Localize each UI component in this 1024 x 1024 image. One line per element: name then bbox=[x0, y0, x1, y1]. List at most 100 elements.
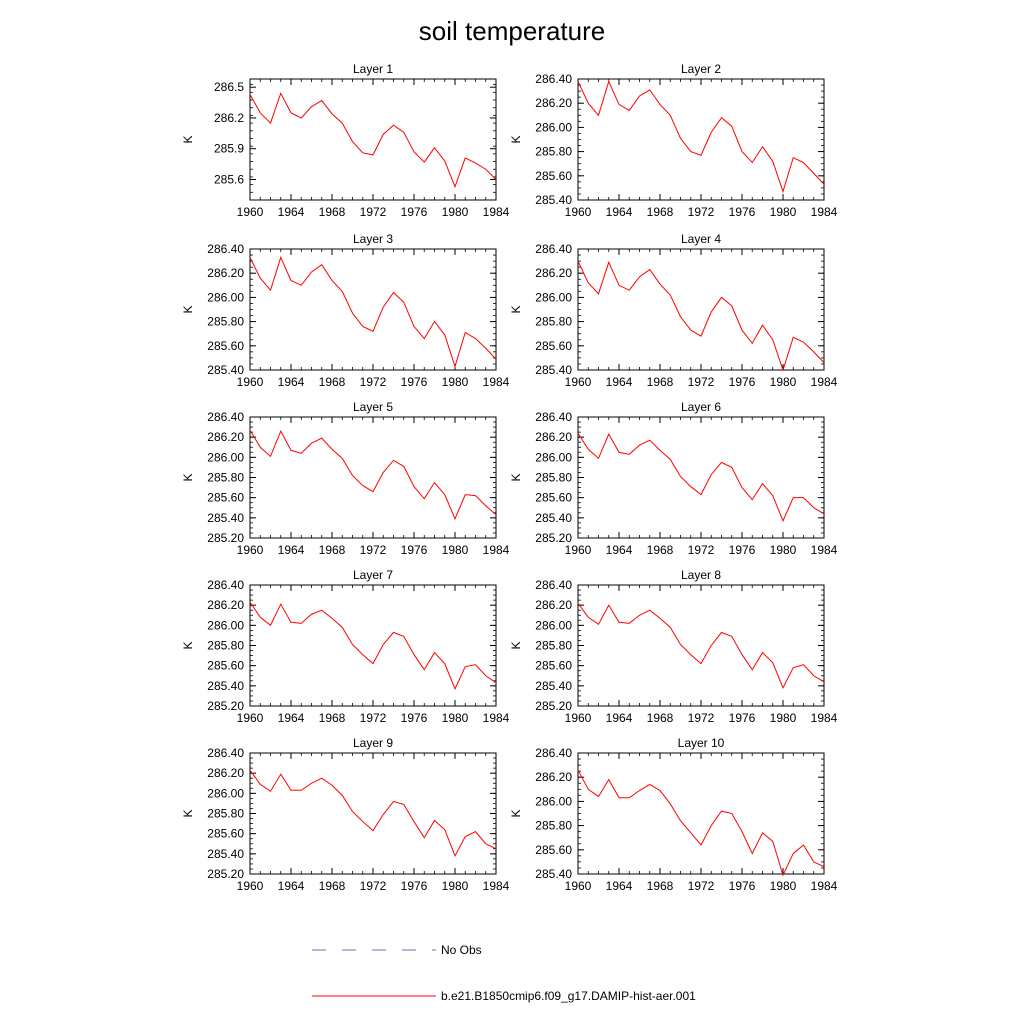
x-tick-label: 1980 bbox=[770, 205, 797, 219]
y-tick-label: 286.20 bbox=[535, 96, 572, 110]
y-tick-label: 286.20 bbox=[535, 266, 572, 280]
y-tick-label: 285.80 bbox=[535, 639, 572, 653]
y-tick-label: 286.00 bbox=[207, 450, 244, 464]
x-tick-label: 1968 bbox=[647, 375, 674, 389]
y-tick-label: 286.40 bbox=[535, 578, 572, 592]
x-tick-label: 1964 bbox=[278, 205, 305, 219]
x-tick-label: 1960 bbox=[565, 543, 592, 557]
x-tick-label: 1976 bbox=[401, 711, 428, 725]
x-tick-label: 1976 bbox=[401, 879, 428, 893]
x-tick-label: 1984 bbox=[811, 879, 838, 893]
panel-layer-4: Layer 4 1960 1964 1968 1972 1976 1980 1984 285.4… bbox=[509, 232, 838, 389]
y-tick-label: 286.20 bbox=[535, 430, 572, 444]
panel-grid: Layer 1 1960 1964 1968 1972 1976 1980 1984 285.6… bbox=[181, 62, 838, 893]
y-tick-label: 285.40 bbox=[535, 363, 572, 377]
y-tick-label: 285.80 bbox=[207, 315, 244, 329]
y-tick-label: 285.40 bbox=[535, 193, 572, 207]
x-tick-label: 1976 bbox=[729, 375, 756, 389]
y-tick-label: 285.80 bbox=[535, 315, 572, 329]
y-tick-label: 285.20 bbox=[207, 699, 244, 713]
y-tick-label: 286.20 bbox=[207, 266, 244, 280]
y-tick-label: 286.40 bbox=[207, 242, 244, 256]
x-tick-label: 1972 bbox=[360, 711, 387, 725]
legend-model-label: b.e21.B1850cmip6.f09_g17.DAMIP-hist-aer.… bbox=[441, 989, 696, 1003]
y-tick-label: 285.40 bbox=[535, 679, 572, 693]
panel-title: Layer 2 bbox=[681, 62, 721, 76]
y-tick-label: 285.20 bbox=[207, 531, 244, 545]
y-tick-label: 285.40 bbox=[535, 511, 572, 525]
x-tick-label: 1980 bbox=[442, 879, 469, 893]
series-line bbox=[577, 769, 825, 877]
panel-title: Layer 8 bbox=[681, 568, 721, 582]
x-tick-label: 1960 bbox=[565, 375, 592, 389]
x-tick-label: 1968 bbox=[319, 711, 346, 725]
series-line bbox=[577, 432, 825, 523]
x-tick-label: 1964 bbox=[606, 543, 633, 557]
x-tick-label: 1976 bbox=[729, 543, 756, 557]
x-tick-label: 1960 bbox=[237, 205, 264, 219]
x-tick-label: 1960 bbox=[565, 879, 592, 893]
x-tick-label: 1964 bbox=[278, 543, 305, 557]
y-axis-label: K bbox=[509, 135, 523, 143]
x-tick-label: 1968 bbox=[647, 543, 674, 557]
x-tick-label: 1972 bbox=[360, 543, 387, 557]
x-tick-label: 1972 bbox=[688, 711, 715, 725]
plot-frame bbox=[249, 584, 497, 707]
y-tick-label: 286.00 bbox=[535, 290, 572, 304]
panel-layer-2: Layer 2 1960 1964 1968 1972 1976 1980 1984 285.4… bbox=[509, 62, 838, 219]
x-tick-label: 1980 bbox=[770, 879, 797, 893]
y-tick-label: 286.40 bbox=[535, 242, 572, 256]
y-tick-label: 286.00 bbox=[535, 120, 572, 134]
y-tick-label: 286.00 bbox=[207, 618, 244, 632]
series-line bbox=[249, 92, 497, 189]
y-tick-label: 286.20 bbox=[535, 598, 572, 612]
y-tick-label: 286.00 bbox=[207, 786, 244, 800]
panel-title: Layer 9 bbox=[353, 736, 393, 750]
y-tick-label: 286.40 bbox=[535, 410, 572, 424]
x-tick-label: 1968 bbox=[319, 205, 346, 219]
y-tick-label: 285.9 bbox=[214, 142, 244, 156]
y-tick-label: 285.40 bbox=[207, 847, 244, 861]
y-tick-label: 286.20 bbox=[207, 430, 244, 444]
y-axis-label: K bbox=[181, 809, 195, 817]
x-tick-label: 1968 bbox=[319, 879, 346, 893]
series-line bbox=[577, 260, 825, 372]
x-tick-label: 1984 bbox=[811, 205, 838, 219]
x-tick-label: 1984 bbox=[483, 375, 510, 389]
x-tick-label: 1980 bbox=[442, 711, 469, 725]
panel-title: Layer 5 bbox=[353, 400, 393, 414]
panel-layer-6: Layer 6 1960 1964 1968 1972 1976 1980 1984 285.2… bbox=[509, 400, 838, 557]
y-tick-label: 285.60 bbox=[535, 169, 572, 183]
x-tick-label: 1972 bbox=[688, 375, 715, 389]
series-line bbox=[249, 601, 497, 691]
x-tick-label: 1976 bbox=[729, 205, 756, 219]
x-tick-label: 1960 bbox=[565, 711, 592, 725]
x-tick-label: 1964 bbox=[278, 879, 305, 893]
plot-frame bbox=[249, 752, 497, 875]
series-line bbox=[577, 79, 825, 194]
x-tick-label: 1976 bbox=[401, 543, 428, 557]
x-tick-label: 1984 bbox=[483, 879, 510, 893]
x-tick-label: 1960 bbox=[237, 375, 264, 389]
y-tick-label: 285.20 bbox=[535, 531, 572, 545]
x-tick-label: 1972 bbox=[688, 205, 715, 219]
y-axis-label: K bbox=[509, 305, 523, 313]
series-line bbox=[249, 769, 497, 858]
panel-layer-3: Layer 3 1960 1964 1968 1972 1976 1980 1984 285.4… bbox=[181, 232, 510, 389]
y-tick-label: 285.80 bbox=[535, 145, 572, 159]
y-tick-label: 285.40 bbox=[535, 867, 572, 881]
x-tick-label: 1964 bbox=[278, 711, 305, 725]
x-tick-label: 1984 bbox=[811, 711, 838, 725]
panel-layer-7: Layer 7 1960 1964 1968 1972 1976 1980 1984 285.2… bbox=[181, 568, 510, 725]
y-tick-label: 285.80 bbox=[207, 471, 244, 485]
y-tick-label: 285.40 bbox=[207, 511, 244, 525]
y-tick-label: 286.00 bbox=[535, 618, 572, 632]
plot-frame bbox=[577, 248, 825, 371]
x-tick-label: 1960 bbox=[237, 711, 264, 725]
y-tick-label: 286.40 bbox=[535, 72, 572, 86]
y-tick-label: 286.20 bbox=[535, 770, 572, 784]
y-tick-label: 285.60 bbox=[535, 491, 572, 505]
x-tick-label: 1960 bbox=[565, 205, 592, 219]
panel-layer-1: Layer 1 1960 1964 1968 1972 1976 1980 1984 285.6… bbox=[181, 62, 510, 219]
